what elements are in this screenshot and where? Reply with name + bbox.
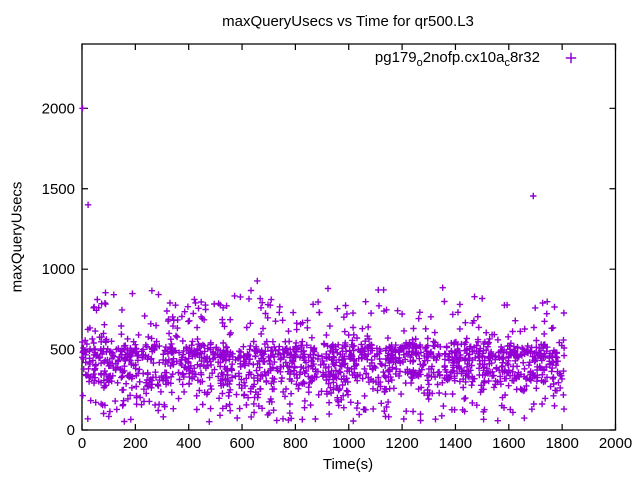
y-tick-label: 1000 (42, 261, 75, 278)
x-tick-label: 0 (78, 435, 86, 452)
x-tick-label: 1600 (492, 435, 525, 452)
x-tick-label: 800 (283, 435, 308, 452)
x-axis-label: Time(s) (322, 456, 374, 473)
plot-border (81, 43, 617, 431)
scatter-points (79, 105, 568, 425)
x-tick-label: 1000 (332, 435, 365, 452)
x-tick-label: 400 (176, 435, 201, 452)
chart-title: maxQueryUsecs vs Time for qr500.L3 (222, 13, 474, 30)
y-tick-label: 500 (50, 342, 75, 359)
x-tick-label: 200 (123, 435, 148, 452)
legend: pg179o2nofp.cx10ac8r32 (374, 49, 578, 69)
x-tick-label: 2000 (599, 435, 632, 452)
y-tick-label: 1500 (42, 181, 75, 198)
x-tick-label: 1200 (385, 435, 418, 452)
x-tick-label: 600 (230, 435, 255, 452)
x-tick-label: 1400 (439, 435, 472, 452)
y-axis-label: maxQueryUsecs (8, 181, 26, 293)
x-tick-label: 1800 (545, 435, 578, 452)
legend-label: pg179o2nofp.cx10ac8r32 (374, 49, 540, 69)
y-tick-label: 0 (67, 422, 75, 439)
y-tick-label: 2000 (42, 100, 75, 117)
legend-marker-plus-icon (565, 52, 577, 63)
